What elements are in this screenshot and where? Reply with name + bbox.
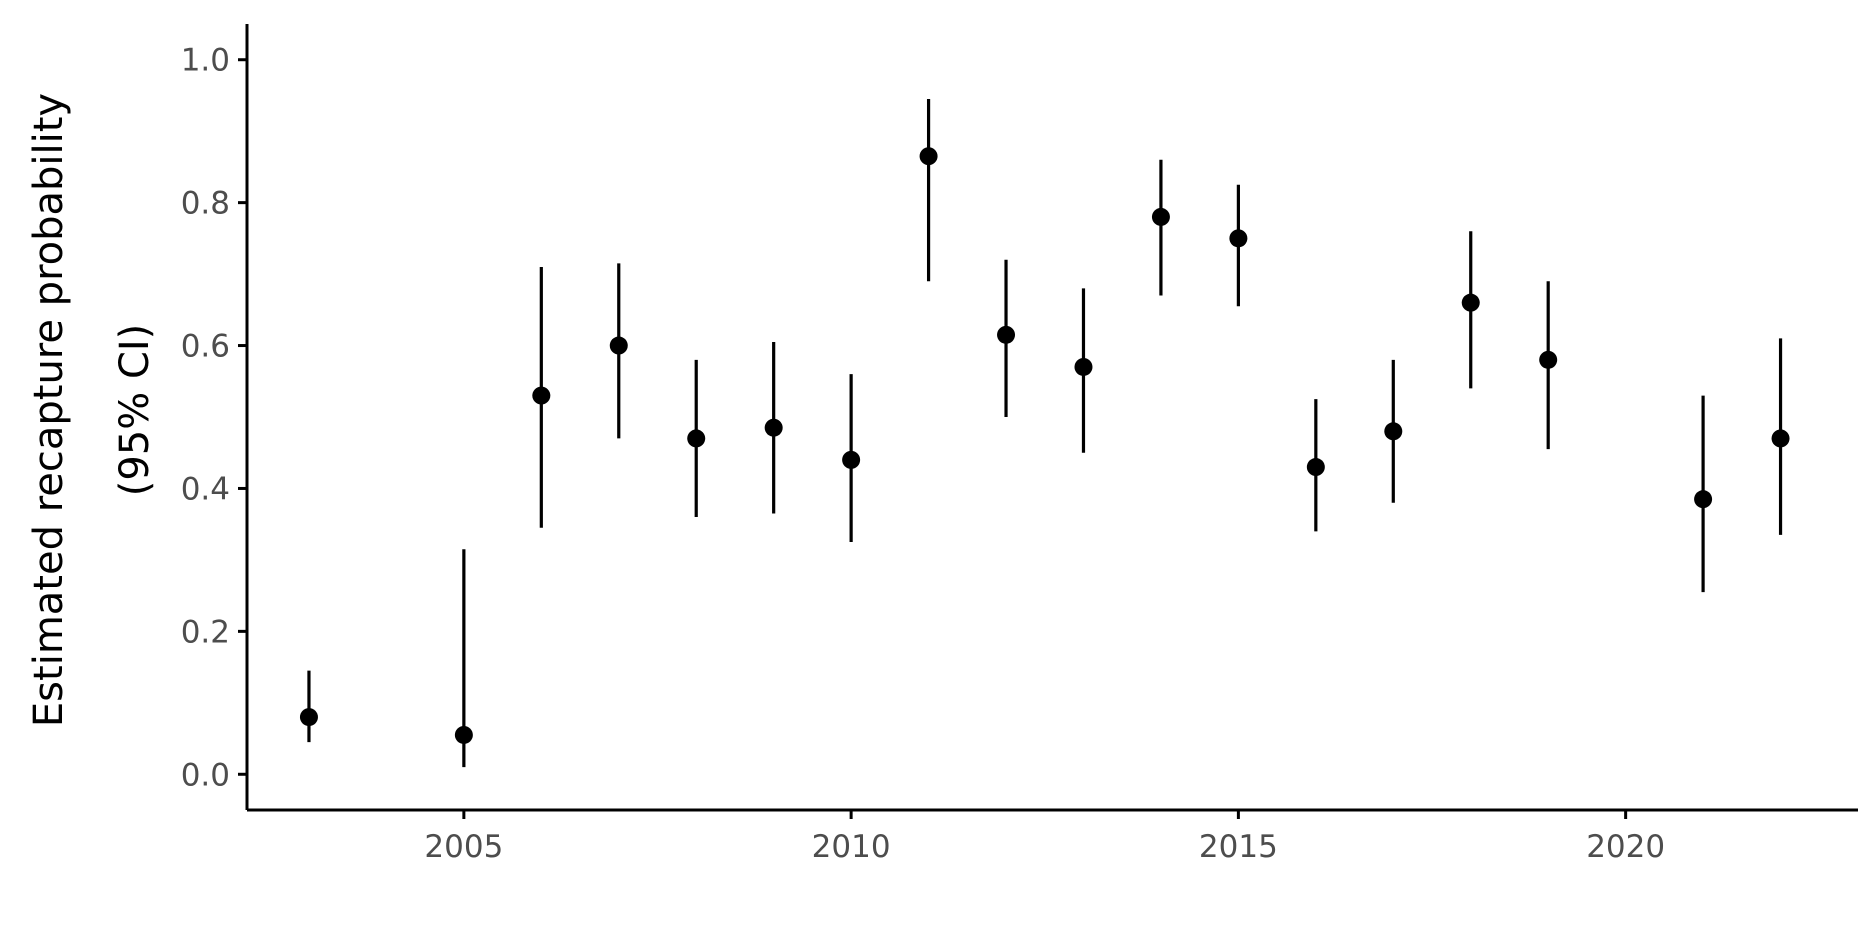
data-point — [764, 418, 783, 437]
axes: 0.0 0.2 0.4 0.6 0.8 1.0 2005 2010 2015 2020 — [181, 24, 1858, 865]
data-point — [919, 147, 938, 166]
data-point — [1694, 490, 1713, 509]
data-point — [1539, 350, 1558, 369]
data-point — [1771, 429, 1790, 448]
y-tick-label: 0.2 — [181, 614, 230, 650]
data-point — [687, 429, 706, 448]
data-point — [997, 325, 1016, 344]
y-tick-label: 0.6 — [181, 329, 230, 365]
data-point — [1306, 458, 1325, 477]
data-point — [1229, 229, 1248, 248]
data-point — [1461, 293, 1480, 312]
x-tick-label: 2015 — [1199, 829, 1278, 865]
data-marks — [299, 99, 1790, 768]
x-tick-label: 2010 — [812, 829, 891, 865]
data-point — [454, 725, 473, 744]
y-tick-label: 1.0 — [181, 43, 230, 79]
data-point — [299, 708, 318, 727]
data-point — [842, 450, 861, 469]
data-point — [1384, 422, 1403, 441]
data-point — [1151, 207, 1170, 226]
y-tick-label: 0.8 — [181, 186, 230, 222]
data-point — [1074, 357, 1093, 376]
data-point — [532, 386, 551, 405]
x-tick-label: 2005 — [424, 829, 503, 865]
x-tick-label: 2020 — [1586, 829, 1665, 865]
y-tick-label: 0.4 — [181, 471, 230, 507]
y-axis-title-line-1: Estimated recapture probability — [26, 93, 72, 727]
y-axis-title-line-2: (95% CI) — [112, 324, 158, 497]
y-tick-label: 0.0 — [181, 757, 230, 793]
y-axis-title: Estimated recapture probability (95% CI) — [26, 93, 158, 727]
data-point — [609, 336, 628, 355]
